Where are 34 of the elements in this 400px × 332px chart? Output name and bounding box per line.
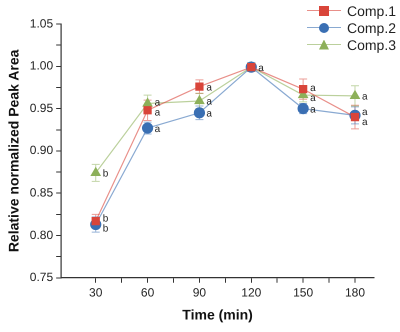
x-tick-label: 60 [140, 285, 155, 300]
y-tick-label: 0.80 [30, 228, 54, 242]
annotation: a [206, 108, 212, 120]
y-tick-label: 1.00 [30, 58, 54, 73]
y-tick-label: 1.05 [30, 16, 54, 30]
annotation: a [310, 82, 316, 94]
annotation: a [154, 124, 161, 135]
x-tick-label: 180 [344, 285, 366, 300]
legend-label: Comp.3 [346, 36, 396, 52]
annotation: a [154, 98, 161, 109]
legend-label: Comp.1 [346, 2, 396, 18]
x-axis-title: Time (min) [182, 306, 253, 322]
annotation: b [102, 168, 109, 180]
annotation: a [206, 82, 212, 94]
y-tick-label: 0.75 [30, 270, 54, 284]
x-tick-label: 150 [293, 285, 314, 300]
annotation: a [310, 92, 316, 104]
x-tick-label: 30 [89, 285, 103, 300]
x-tick-label: 90 [192, 285, 206, 300]
annotation: a [310, 104, 316, 116]
annotation: b [102, 214, 109, 225]
y-tick-label: 0.85 [30, 186, 54, 200]
legend-label: Comp.2 [346, 20, 396, 36]
annotation: a [206, 96, 212, 108]
y-tick-label: 0.95 [30, 100, 54, 115]
annotation: b [102, 224, 109, 235]
y-axis-title: Relative normalized Peak Area [5, 49, 22, 252]
annotation: a [362, 92, 368, 103]
annotation: a [258, 62, 264, 74]
x-tick-label: 120 [241, 285, 262, 300]
annotation: a [362, 116, 368, 128]
annotation: a [362, 106, 368, 118]
annotation: a [154, 108, 161, 119]
y-tick-label: 0.90 [30, 143, 54, 158]
